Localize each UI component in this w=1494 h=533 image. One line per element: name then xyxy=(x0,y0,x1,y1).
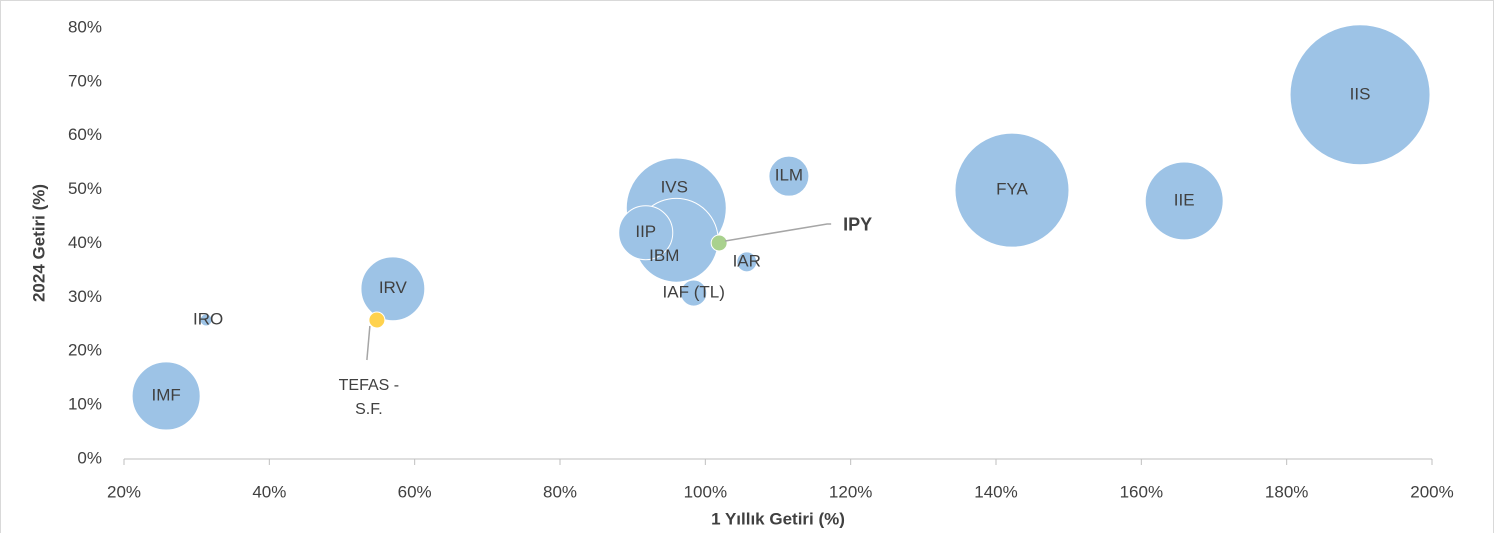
bubble-label: IIS xyxy=(1350,84,1371,103)
y-tick-label: 20% xyxy=(68,341,102,360)
y-tick-label: 60% xyxy=(68,125,102,144)
bubble xyxy=(680,279,708,307)
bubble-label: TEFAS -S.F. xyxy=(339,377,399,418)
y-tick-label: 70% xyxy=(68,71,102,90)
bubble-label: IIP xyxy=(635,222,656,241)
x-tick-label: 80% xyxy=(543,482,577,501)
leader-line xyxy=(725,223,832,242)
bubble-label: IRV xyxy=(379,278,408,297)
bubble xyxy=(618,205,674,261)
x-tick-label: 20% xyxy=(107,482,141,501)
bubble-label: IPY xyxy=(843,215,872,235)
bubble-label: IVS xyxy=(661,177,688,196)
bubble-label: IMF xyxy=(152,385,181,404)
bubble xyxy=(954,132,1070,248)
bubble xyxy=(360,256,426,322)
x-tick-label: 200% xyxy=(1410,482,1453,501)
x-tick-label: 60% xyxy=(398,482,432,501)
bubble-label: IRO xyxy=(193,309,223,328)
y-tick-label: 10% xyxy=(68,395,102,414)
x-tick-label: 100% xyxy=(684,482,727,501)
bubble xyxy=(1144,161,1224,241)
y-axis-title: 2024 Getiri (%) xyxy=(29,184,48,302)
bubble-label: ILM xyxy=(775,166,803,185)
y-tick-label: 80% xyxy=(68,17,102,36)
bubble-label: IAF (TL) xyxy=(663,283,725,302)
y-tick-label: 50% xyxy=(68,179,102,198)
bubble xyxy=(1289,24,1431,166)
bubble xyxy=(199,313,213,327)
y-tick-label: 40% xyxy=(68,233,102,252)
bubble-label: FYA xyxy=(996,180,1028,199)
x-tick-label: 40% xyxy=(252,482,286,501)
x-tick-label: 160% xyxy=(1120,482,1163,501)
bubble-label: IBM xyxy=(649,246,679,265)
bubble-label: IIE xyxy=(1174,190,1195,209)
bubble-label: IAR xyxy=(733,251,761,270)
bubble xyxy=(710,234,728,252)
x-axis-title: 1 Yıllık Getiri (%) xyxy=(711,509,845,528)
bubble xyxy=(768,155,810,197)
x-tick-label: 180% xyxy=(1265,482,1308,501)
bubble xyxy=(368,311,386,329)
y-tick-label: 0% xyxy=(77,448,102,467)
bubble xyxy=(131,361,201,431)
x-tick-label: 140% xyxy=(974,482,1017,501)
y-tick-label: 30% xyxy=(68,287,102,306)
bubble xyxy=(736,251,758,273)
leader-line xyxy=(366,325,371,361)
x-tick-label: 120% xyxy=(829,482,872,501)
